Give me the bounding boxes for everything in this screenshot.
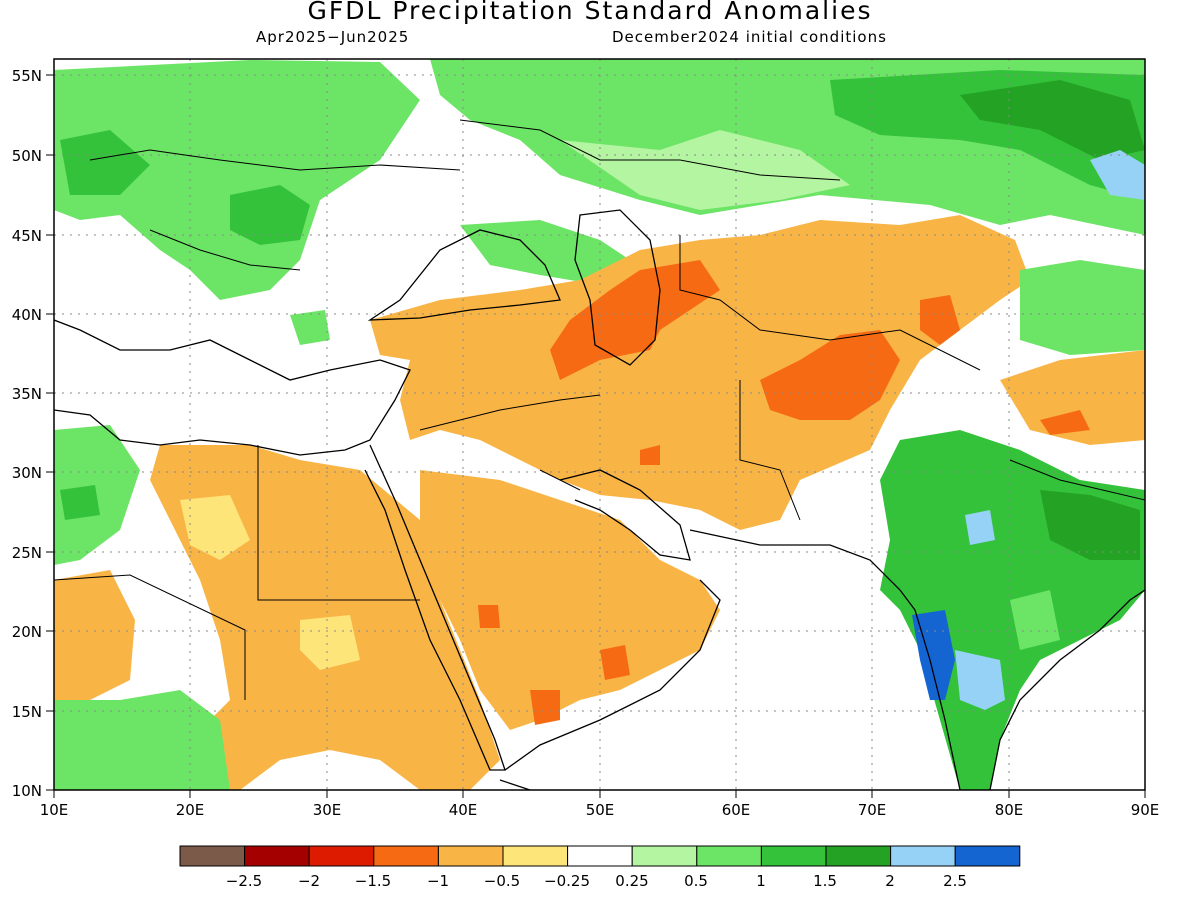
wet-region-bay-bengal-north: [1010, 590, 1060, 650]
coast-persian-gulf: [559, 469, 691, 561]
latitude-labels: 55N 50N 45N 40N 35N 30N 25N 20N 15N 10N: [12, 67, 42, 800]
strong-dry-patch-iran-south: [640, 445, 660, 465]
colorbar-swatch: [308, 845, 375, 867]
wet-region-east: [1020, 260, 1145, 355]
map-title: GFDL Precipitation Standard Anomalies: [307, 0, 873, 25]
colorbar-swatch: [890, 845, 956, 867]
wetter-patch-west: [60, 485, 100, 520]
dry-region-sahara-west: [54, 570, 135, 700]
wet-region-carpathians: [230, 185, 310, 245]
colorbar-label: −2.5: [226, 872, 262, 890]
longitude-labels: 10E 20E 30E 40E 50E 60E 70E 80E 90E: [40, 801, 1160, 819]
coast-india-west: [899, 589, 961, 790]
colorbar-label: 2: [885, 872, 895, 890]
colorbar-swatch: [954, 845, 1021, 867]
colorbar-swatch: [825, 845, 892, 867]
coast-somalia: [499, 779, 531, 790]
colorbar-swatch: [502, 845, 569, 867]
wet-region-europe: [54, 60, 420, 300]
coastlines: [54, 209, 1145, 790]
colorbar-swatch: [631, 845, 698, 867]
anomaly-field: [54, 59, 1145, 790]
colorbar-label: −0.5: [484, 872, 520, 890]
lat-label: 30N: [12, 464, 42, 482]
axis-ticks: [46, 74, 1146, 798]
slightly-dry-africa: [180, 495, 250, 560]
lat-label: 25N: [12, 544, 42, 562]
very-wet-central-india: [965, 510, 995, 545]
strong-dry-afghanistan: [760, 330, 900, 420]
colorbar-label: 2.5: [943, 872, 967, 890]
colorbar-swatch: [373, 845, 439, 867]
dry-region-central: [370, 215, 1030, 530]
lon-label: 40E: [449, 801, 478, 819]
slightly-wet-region: [560, 130, 850, 210]
coast-iran-pakistan: [689, 529, 901, 591]
lon-label: 30E: [313, 801, 342, 819]
graticule: [54, 59, 1145, 790]
country-borders: [54, 119, 1145, 700]
wet-region-siberia: [960, 80, 1145, 160]
colorbar-label: −0.25: [544, 872, 590, 890]
lon-label: 10E: [40, 801, 69, 819]
wet-region-chad: [54, 690, 230, 790]
colorbar-label: 0.5: [684, 872, 708, 890]
coast-mediterranean: [54, 319, 411, 456]
colorbar-label: 0.25: [615, 872, 648, 890]
very-wet-ne-india: [1040, 490, 1140, 560]
lat-label: 40N: [12, 306, 42, 324]
coast-caspian: [574, 209, 661, 366]
coast-arabia-south: [504, 579, 721, 771]
strong-dry-yemen: [530, 690, 560, 725]
forecast-period: Apr2025−Jun2025: [256, 28, 410, 46]
strong-dry-oman: [600, 645, 630, 680]
strong-dry-iran: [550, 260, 720, 380]
dry-region-east-edge: [1000, 350, 1145, 445]
wet-region-west-africa: [54, 425, 140, 565]
colorbar-label: −2: [298, 872, 320, 890]
lat-label: 55N: [12, 67, 42, 85]
lat-label: 10N: [12, 782, 42, 800]
colorbar-swatch: [760, 845, 827, 867]
colorbar-label: 1: [756, 872, 766, 890]
strong-dry-tibet-edge: [1040, 410, 1090, 435]
colorbar-label: −1.5: [355, 872, 391, 890]
lon-label: 60E: [722, 801, 751, 819]
very-wet-patch-northeast: [1090, 150, 1145, 200]
colorbar-swatch: [567, 845, 633, 867]
lon-label: 90E: [1131, 801, 1160, 819]
coast-india-east: [989, 589, 1145, 790]
coast-black-sea: [367, 229, 561, 321]
lon-label: 50E: [586, 801, 615, 819]
colorbar-swatch: [244, 845, 310, 867]
lat-label: 45N: [12, 227, 42, 245]
colorbar-swatch: [437, 845, 504, 867]
lon-label: 80E: [995, 801, 1024, 819]
wet-patch-aegean: [290, 310, 330, 345]
extreme-wet-western-ghats: [912, 610, 955, 700]
lat-label: 50N: [12, 147, 42, 165]
dry-region-arabia: [420, 470, 720, 730]
strong-dry-tian-shan: [920, 295, 960, 345]
colorbar: [179, 845, 1021, 867]
lat-label: 20N: [12, 623, 42, 641]
colorbar-label: −1: [427, 872, 449, 890]
lat-label: 15N: [12, 703, 42, 721]
slightly-dry-sudan: [300, 615, 360, 670]
lat-label: 35N: [12, 385, 42, 403]
colorbar-labels: −2.5 −2 −1.5 −1 −0.5 −0.25 0.25 0.5 1 1.…: [226, 872, 967, 890]
colorbar-swatch: [696, 845, 762, 867]
colorbar-label: 1.5: [813, 872, 837, 890]
initial-conditions: December2024 initial conditions: [612, 28, 887, 46]
wet-region-western: [60, 130, 150, 195]
strong-dry-arabia-west: [478, 605, 500, 628]
lon-label: 70E: [858, 801, 887, 819]
lon-label: 20E: [176, 801, 205, 819]
colorbar-swatch: [179, 845, 246, 867]
very-wet-deccan: [955, 650, 1005, 710]
